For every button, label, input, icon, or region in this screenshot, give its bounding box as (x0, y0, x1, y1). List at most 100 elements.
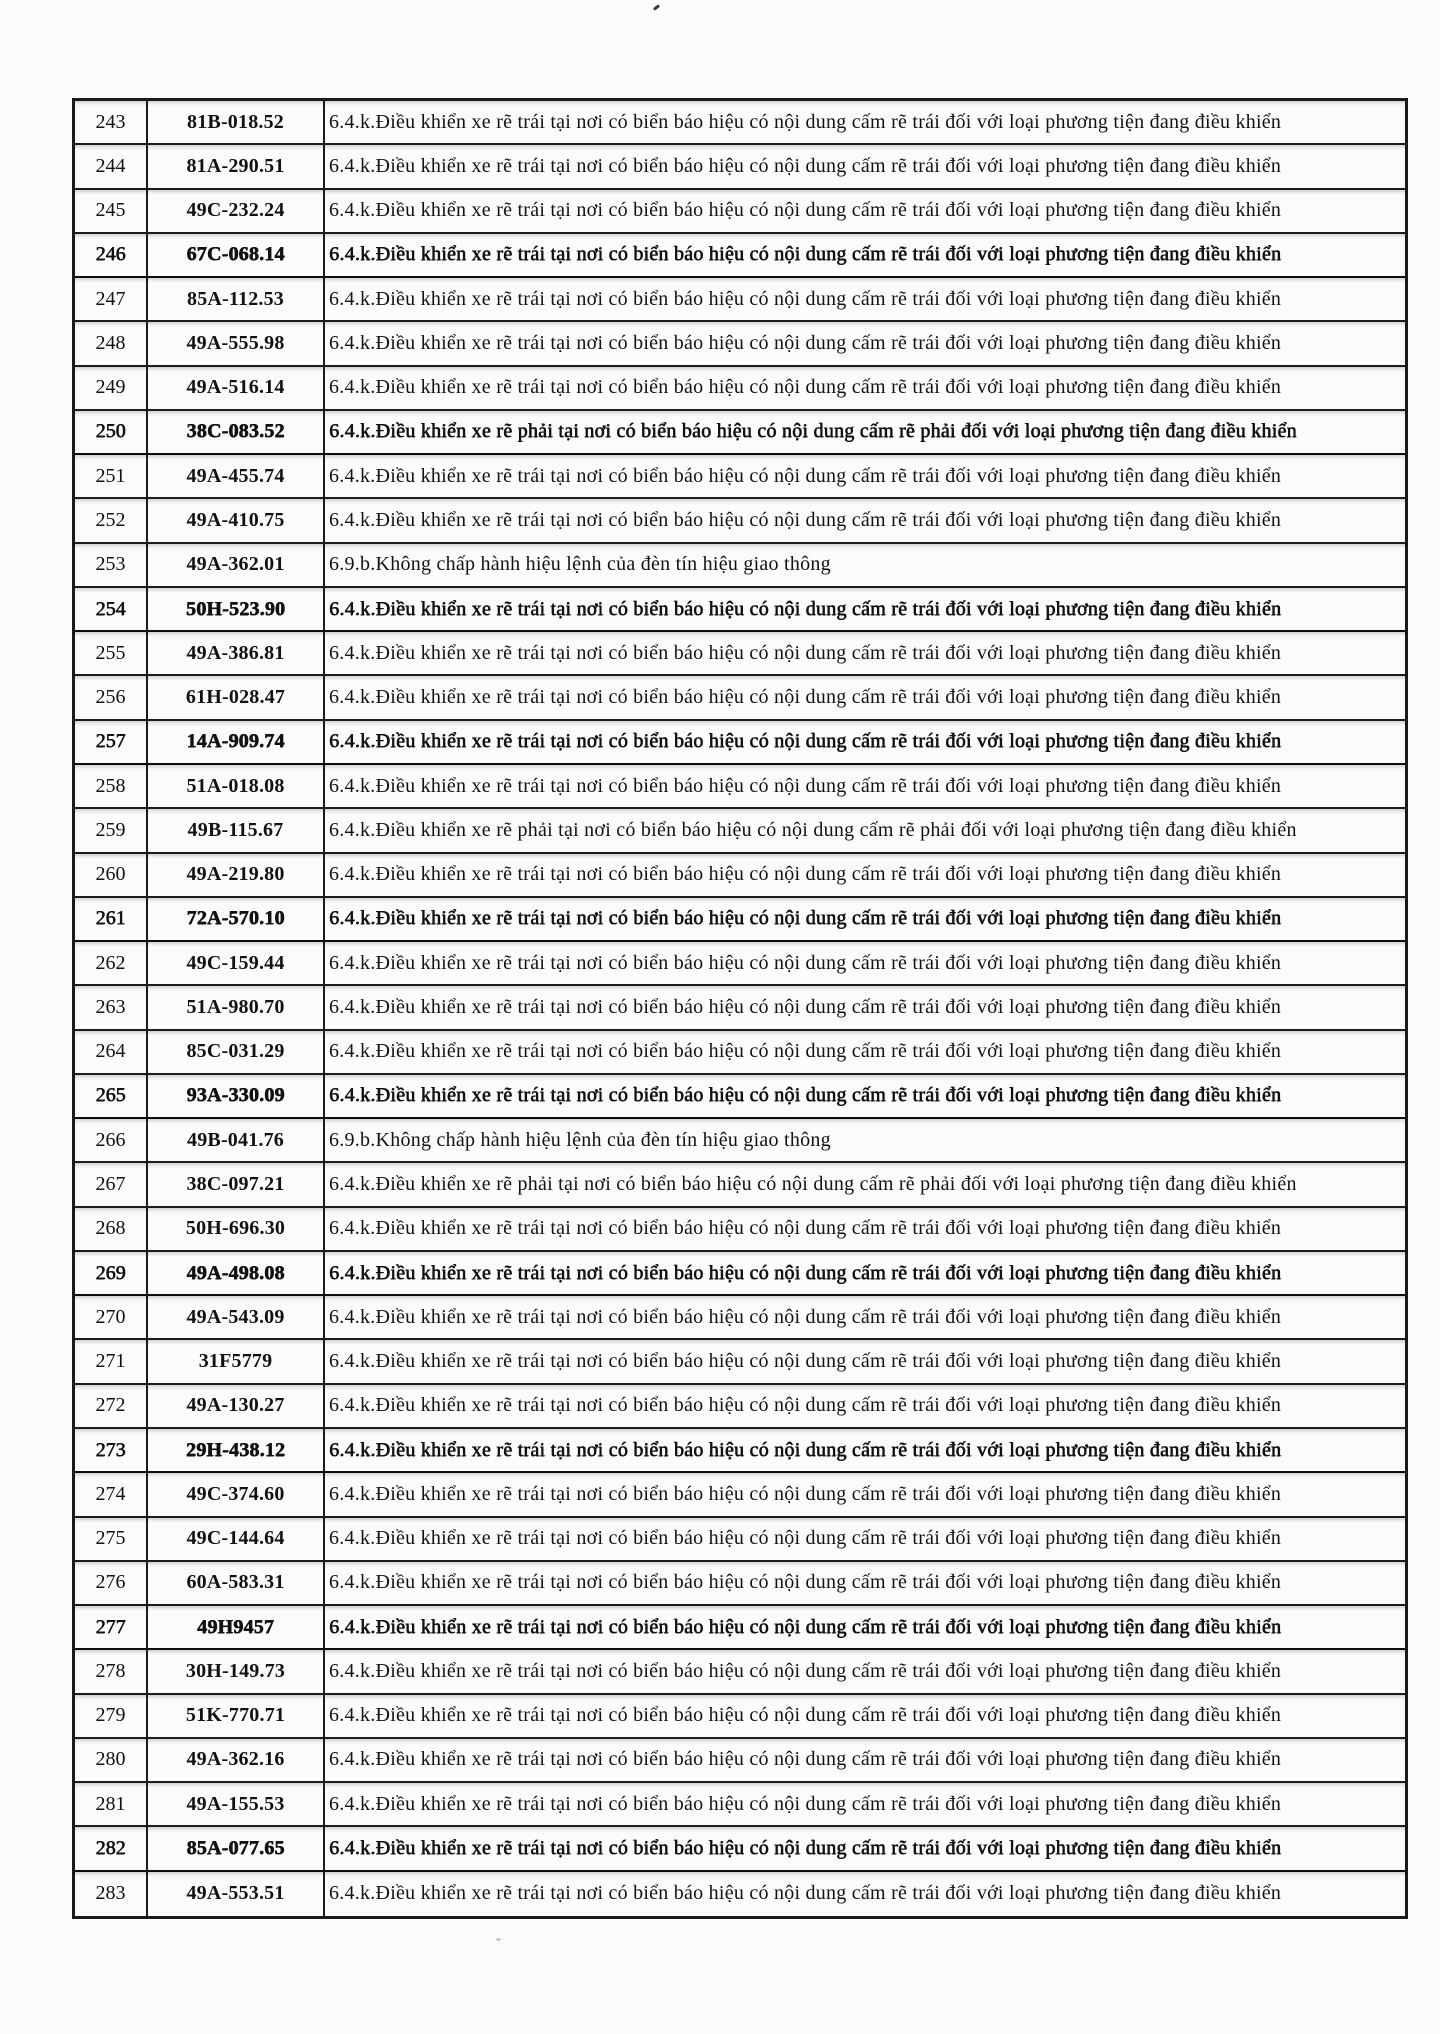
violation-description-cell: 6.4.k.Điều khiển xe rẽ trái tại nơi có b… (329, 287, 1282, 310)
license-plate-cell: 49A-362.01 (148, 543, 325, 586)
violation-description-cell: 6.4.k.Điều khiển xe rẽ trái tại nơi có b… (329, 464, 1282, 487)
table-row: 279 51K-770.71 6.4.k.Điều khiển xe rẽ trái… (75, 1694, 1405, 1739)
violation-description-cell: 6.4.k.Điều khiển xe rẽ trái tại nơi có b… (329, 1261, 1282, 1284)
violation-description-cell: 6.4.k.Điều khiển xe rẽ trái tại nơi có b… (329, 597, 1282, 620)
row-number-cell: 265 (75, 1074, 148, 1118)
license-plate-cell: 50H-696.30 (148, 1207, 325, 1250)
license-plate-cell: 67C-068.14 (148, 233, 325, 277)
violation-description-cell: 6.4.k.Điều khiển xe rẽ trái tại nơi có b… (329, 1482, 1282, 1505)
license-plate-cell: 29H-438.12 (148, 1428, 325, 1472)
row-number-cell: 279 (75, 1694, 148, 1737)
license-plate-cell: 85C-031.29 (148, 1030, 325, 1073)
row-number-cell: 283 (75, 1871, 148, 1916)
license-plate-cell: 51K-770.71 (148, 1694, 325, 1737)
table-row: 276 60A-583.31 6.4.k.Điều khiển xe rẽ trái… (75, 1561, 1405, 1607)
table-row: 277 49H9457 6.4.k.Điều khiển xe rẽ trái tạ… (75, 1606, 1405, 1651)
violation-description-cell: 6.4.k.Điều khiển xe rẽ trái tại nơi có b… (329, 1659, 1282, 1682)
row-number-cell: 266 (75, 1119, 148, 1162)
row-number-cell: 272 (75, 1384, 148, 1427)
row-number-cell: 262 (75, 942, 148, 985)
table-row: 257 14A-909.74 6.4.k.Điều khiển xe rẽ trái… (75, 720, 1405, 765)
row-number-cell: 253 (75, 543, 148, 586)
violation-description-cell: 6.4.k.Điều khiển xe rẽ phải tại nơi có b… (329, 818, 1297, 841)
row-number-cell: 249 (75, 366, 148, 409)
license-plate-cell: 51A-980.70 (148, 986, 325, 1029)
license-plate-cell: 85A-077.65 (148, 1827, 325, 1870)
row-number-cell: 259 (75, 809, 148, 852)
violation-description-cell: 6.4.k.Điều khiển xe rẽ trái tại nơi có b… (329, 1350, 1282, 1373)
violation-description-cell: 6.4.k.Điều khiển xe rẽ trái tại nơi có b… (329, 686, 1282, 709)
table-row: 278 30H-149.73 6.4.k.Điều khiển xe rẽ trái… (75, 1650, 1405, 1695)
table-row: 258 51A-018.08 6.4.k.Điều khiển xe rẽ trái… (75, 764, 1405, 810)
table-row: 254 50H-523.90 6.4.k.Điều khiển xe rẽ trái… (75, 587, 1405, 633)
table-row: 253 49A-362.01 6.9.b.Không chấp hành hiệu … (75, 543, 1405, 588)
violation-description-cell: 6.4.k.Điều khiển xe rẽ trái tại nơi có b… (329, 774, 1282, 797)
license-plate-cell: 49A-516.14 (148, 366, 325, 409)
table-row: 275 49C-144.64 6.4.k.Điều khiển xe rẽ trái… (75, 1517, 1405, 1562)
violation-description-cell: 6.4.k.Điều khiển xe rẽ trái tại nơi có b… (329, 1305, 1282, 1328)
license-plate-cell: 60A-583.31 (148, 1561, 325, 1605)
table-row: 280 49A-362.16 6.4.k.Điều khiển xe rẽ trái… (75, 1738, 1405, 1784)
violation-description-cell: 6.4.k.Điều khiển xe rẽ trái tại nơi có b… (329, 1040, 1282, 1063)
violation-description-cell: 6.4.k.Điều khiển xe rẽ trái tại nơi có b… (329, 951, 1282, 974)
row-number-cell: 254 (75, 587, 148, 631)
table-row: 283 49A-553.51 6.4.k.Điều khiển xe rẽ trái… (75, 1871, 1405, 1916)
violation-description-cell: 6.4.k.Điều khiển xe rẽ trái tại nơi có b… (329, 154, 1282, 177)
license-plate-cell: 49A-543.09 (148, 1296, 325, 1339)
table-row: 265 93A-330.09 6.4.k.Điều khiển xe rẽ trái… (75, 1074, 1405, 1120)
violation-description-cell: 6.9.b.Không chấp hành hiệu lệnh của đèn … (329, 553, 831, 576)
table-row: 246 67C-068.14 6.4.k.Điều khiển xe rẽ trái… (75, 233, 1405, 279)
row-number-cell: 269 (75, 1251, 148, 1295)
license-plate-cell: 51A-018.08 (148, 764, 325, 808)
violation-description-cell: 6.4.k.Điều khiển xe rẽ trái tại nơi có b… (329, 331, 1282, 354)
license-plate-cell: 49C-374.60 (148, 1473, 325, 1516)
table-row: 261 72A-570.10 6.4.k.Điều khiển xe rẽ trái… (75, 897, 1405, 943)
row-number-cell: 281 (75, 1783, 148, 1826)
license-plate-cell: 81A-290.51 (148, 145, 325, 188)
violation-description-cell: 6.4.k.Điều khiển xe rẽ trái tại nơi có b… (329, 863, 1282, 886)
violation-description-cell: 6.4.k.Điều khiển xe rẽ phải tại nơi có b… (329, 1173, 1297, 1195)
violation-description-cell: 6.4.k.Điều khiển xe rẽ trái tại nơi có b… (329, 110, 1282, 133)
violation-description-cell: 6.4.k.Điều khiển xe rẽ trái tại nơi có b… (329, 1792, 1282, 1815)
license-plate-cell: 50H-523.90 (148, 587, 325, 631)
table-row: 269 49A-498.08 6.4.k.Điều khiển xe rẽ trái… (75, 1251, 1405, 1297)
violation-description-cell: 6.9.b.Không chấp hành hiệu lệnh của đèn … (329, 1128, 831, 1151)
violation-description-cell: 6.4.k.Điều khiển xe rẽ trái tại nơi có b… (329, 509, 1282, 532)
row-number-cell: 258 (75, 764, 148, 808)
violation-description-cell: 6.4.k.Điều khiển xe rẽ trái tại nơi có b… (329, 1615, 1282, 1638)
license-plate-cell: 49A-386.81 (148, 632, 325, 675)
row-number-cell: 255 (75, 632, 148, 675)
scan-artifact-top-dash (652, 4, 661, 11)
row-number-cell: 257 (75, 720, 148, 763)
table-row: 282 85A-077.65 6.4.k.Điều khiển xe rẽ trái… (75, 1827, 1405, 1872)
row-number-cell: 275 (75, 1517, 148, 1560)
table-row: 247 85A-112.53 6.4.k.Điều khiển xe rẽ trái… (75, 278, 1405, 323)
row-number-cell: 270 (75, 1296, 148, 1339)
table-row: 244 81A-290.51 6.4.k.Điều khiển xe rẽ trái… (75, 145, 1405, 190)
table-row: 248 49A-555.98 6.4.k.Điều khiển xe rẽ trái… (75, 322, 1405, 367)
table-row: 262 49C-159.44 6.4.k.Điều khiển xe rẽ trái… (75, 942, 1405, 987)
table-row: 249 49A-516.14 6.4.k.Điều khiển xe rẽ trái… (75, 366, 1405, 411)
violation-description-cell: 6.4.k.Điều khiển xe rẽ trái tại nơi có b… (329, 199, 1282, 222)
table-row: 259 49B-115.67 6.4.k.Điều khiển xe rẽ phải… (75, 809, 1405, 854)
row-number-cell: 268 (75, 1207, 148, 1250)
row-number-cell: 264 (75, 1030, 148, 1073)
table-row: 271 31F5779 6.4.k.Điều khiển xe rẽ trái tạ… (75, 1340, 1405, 1385)
row-number-cell: 267 (75, 1163, 148, 1206)
row-number-cell: 243 (75, 101, 148, 144)
row-number-cell: 263 (75, 986, 148, 1029)
row-number-cell: 256 (75, 676, 148, 719)
row-number-cell: 278 (75, 1650, 148, 1693)
table-row: 281 49A-155.53 6.4.k.Điều khiển xe rẽ trái… (75, 1783, 1405, 1828)
license-plate-cell: 49C-232.24 (148, 189, 325, 232)
violation-description-cell: 6.4.k.Điều khiển xe rẽ trái tại nơi có b… (329, 1084, 1282, 1107)
row-number-cell: 251 (75, 455, 148, 498)
table-row: 255 49A-386.81 6.4.k.Điều khiển xe rẽ trái… (75, 632, 1405, 677)
license-plate-cell: 49B-041.76 (148, 1119, 325, 1162)
table-row: 270 49A-543.09 6.4.k.Điều khiển xe rẽ trái… (75, 1296, 1405, 1341)
violation-description-cell: 6.4.k.Điều khiển xe rẽ trái tại nơi có b… (329, 1836, 1282, 1859)
table-row: 274 49C-374.60 6.4.k.Điều khiển xe rẽ trái… (75, 1473, 1405, 1518)
license-plate-cell: 49A-455.74 (148, 455, 325, 498)
row-number-cell: 276 (75, 1561, 148, 1605)
row-number-cell: 245 (75, 189, 148, 232)
